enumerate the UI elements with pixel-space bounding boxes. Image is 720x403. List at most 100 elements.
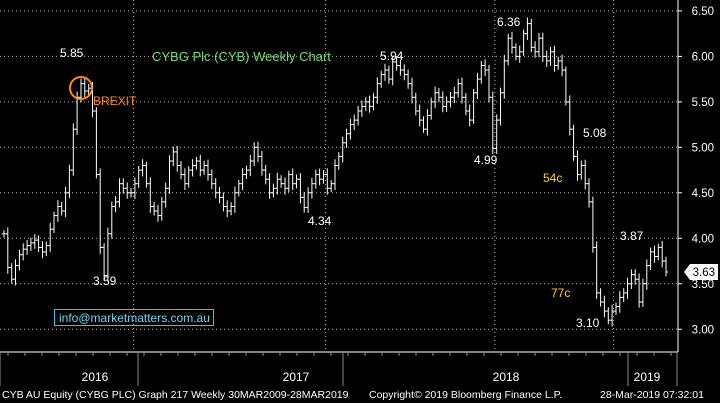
price-bar: [479, 61, 484, 84]
price-bar: [44, 241, 49, 256]
price-bar: [440, 91, 445, 113]
price-bar: [136, 165, 141, 188]
price-bar: [606, 307, 611, 325]
price-bar: [633, 269, 638, 285]
price-bar: [652, 245, 657, 263]
price-bar: [225, 200, 230, 218]
price-bar: [567, 95, 572, 136]
price-bar: [52, 211, 56, 234]
price-bar: [171, 146, 176, 167]
price-bar: [175, 145, 180, 172]
price-bar: [182, 168, 187, 190]
price-bar: [656, 243, 661, 261]
price-bar: [544, 50, 549, 67]
price-bar: [648, 247, 653, 270]
price-bar: [125, 182, 130, 199]
price-bar: [460, 77, 464, 104]
price-bar: [163, 182, 168, 208]
price-bar: [452, 86, 457, 104]
price-bar: [552, 45, 557, 72]
price-bar: [556, 56, 561, 70]
watermark-email: info@marketmatters.com.au: [54, 309, 214, 326]
price-bar: [463, 93, 468, 116]
price-bar: [325, 168, 330, 195]
price-tick-label: 4.50: [692, 188, 714, 200]
price-bar: [640, 278, 645, 307]
price-tick-label: 6.00: [692, 51, 714, 63]
price-bar: [283, 177, 287, 195]
price-bar: [571, 124, 576, 161]
price-bar: [140, 159, 145, 177]
price-tick-label: 5.00: [692, 142, 714, 154]
price-bar: [98, 168, 103, 254]
time-axis: 2016 2017 2018 2019: [0, 352, 678, 386]
price-bar: [660, 241, 665, 268]
price-bar: [194, 156, 199, 170]
price-bar: [144, 161, 149, 188]
price-bar: [36, 235, 41, 253]
price-bar: [590, 196, 595, 253]
price-bar: [248, 154, 253, 177]
price-bar: [448, 91, 453, 108]
price-bar: [506, 33, 511, 66]
year-label: 2019: [634, 370, 661, 384]
price-axis: 3.00 3.50 4.00 4.50 5.00 5.50 6.00 6.50 3.63: [0, 0, 718, 353]
price-bar: [375, 77, 380, 104]
price-bar: [456, 78, 461, 98]
price-bar: [413, 92, 418, 116]
price-bar: [202, 160, 207, 175]
price-bar: [156, 204, 160, 222]
price-bar: [109, 201, 114, 239]
price-bar: [629, 269, 634, 290]
price-bar: [286, 170, 291, 193]
price-bar: [517, 45, 522, 63]
price-bar: [59, 201, 64, 216]
price-bar: [664, 256, 668, 277]
price-bar: [21, 243, 26, 261]
price-bar: [306, 187, 311, 213]
price-bar: [206, 159, 210, 181]
price-bar: [490, 91, 495, 154]
price-bar: [329, 180, 334, 192]
price-bar: [321, 170, 326, 184]
price-bar: [17, 249, 22, 271]
price-bar: [483, 59, 488, 77]
price-bar: [587, 178, 591, 208]
price-bar: [444, 96, 449, 112]
price-bar: [9, 263, 14, 284]
price-tick-label: 6.50: [692, 6, 714, 18]
chart-title: CYBG Plc (CYB) Weekly Chart: [152, 49, 331, 64]
price-bar: [71, 123, 76, 176]
annotation-label: 3.10: [576, 316, 600, 330]
price-bar: [525, 17, 530, 40]
price-bar: [290, 168, 295, 190]
last-price-label: 3.63: [693, 267, 715, 279]
price-tick-label: 3.00: [692, 324, 714, 336]
price-bar: [352, 114, 357, 131]
price-bar: [394, 56, 399, 71]
annotation-label: 4.99: [474, 153, 498, 167]
price-bar: [406, 69, 411, 89]
price-bar: [13, 259, 18, 286]
price-bar: [275, 172, 280, 195]
price-bar: [333, 159, 337, 191]
chart-annotations: 5.85 BREXIT 3.59 4.34 5.94 4.99 6.36 5.08 54c 3.8…: [60, 15, 644, 330]
annotation-label: 3.87: [620, 229, 644, 243]
price-bar: [367, 95, 372, 113]
price-bar: [240, 168, 245, 191]
price-bar: [487, 64, 491, 103]
price-bar: [356, 105, 361, 126]
price-bar: [436, 87, 441, 103]
price-bar: [232, 186, 237, 213]
price-bar: [209, 169, 214, 190]
price-tick-label: 4.00: [692, 233, 714, 245]
price-bar: [614, 302, 618, 315]
price-bar: [548, 46, 553, 66]
price-bar: [336, 152, 341, 170]
year-label: 2017: [283, 370, 310, 384]
price-bar: [48, 222, 53, 252]
price-bar: [152, 202, 157, 216]
annotation-label: 3.59: [93, 274, 117, 288]
price-bar: [510, 31, 514, 54]
price-bar: [117, 178, 122, 208]
